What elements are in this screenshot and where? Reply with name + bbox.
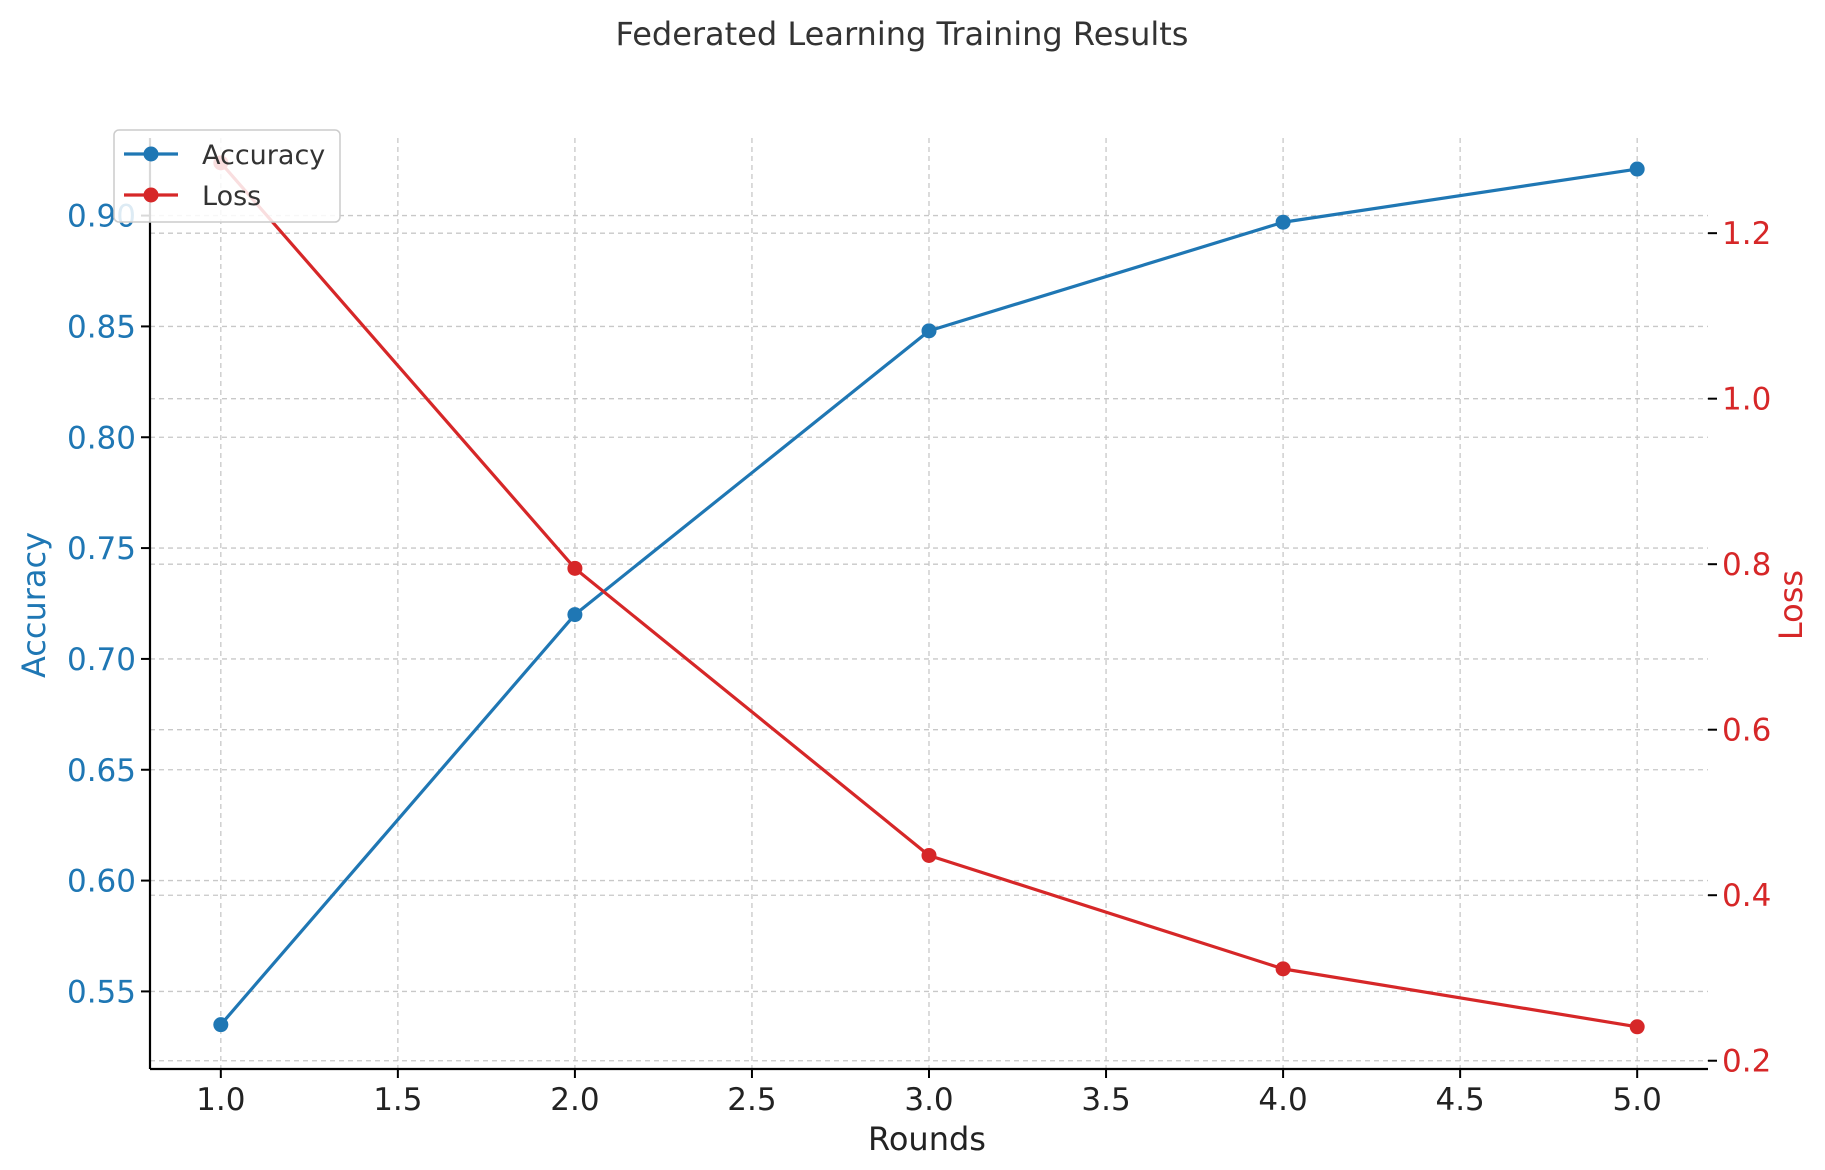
right-axis-label: Loss	[1772, 570, 1810, 640]
loss-data-point	[1629, 1019, 1645, 1035]
left-y-tick-label: 0.65	[67, 753, 136, 789]
right-y-tick-label: 0.8	[1722, 547, 1771, 583]
x-tick-label: 3.5	[1081, 1082, 1130, 1118]
legend-accuracy-marker	[143, 146, 159, 162]
x-tick-label: 4.5	[1435, 1082, 1484, 1118]
chart-title: Federated Learning Training Results	[616, 15, 1189, 53]
grid-layer	[150, 138, 1708, 1069]
legend: Accuracy Loss	[113, 129, 341, 223]
x-axis-label: Rounds	[868, 1120, 986, 1158]
x-tick-label: 1.0	[196, 1082, 245, 1118]
left-y-tick-label: 0.60	[67, 864, 136, 900]
accuracy-data-point	[567, 607, 583, 623]
x-tick-label: 2.0	[550, 1082, 599, 1118]
right-y-tick-label: 1.2	[1722, 216, 1771, 252]
legend-loss-label: Loss	[202, 181, 261, 212]
loss-data-point	[921, 847, 937, 863]
left-y-tick-label: 0.85	[67, 309, 136, 345]
left-y-tick-label: 0.70	[67, 642, 136, 678]
accuracy-data-point	[1629, 161, 1645, 177]
loss-data-point	[1275, 961, 1291, 977]
left-y-tick-label: 0.80	[67, 420, 136, 456]
right-y-tick-label: 0.4	[1722, 878, 1771, 914]
legend-accuracy-label: Accuracy	[202, 140, 325, 171]
x-tick-label: 1.5	[373, 1082, 422, 1118]
accuracy-data-point	[213, 1017, 229, 1033]
left-axis-label: Accuracy	[15, 532, 53, 678]
x-tick-label: 5.0	[1613, 1082, 1662, 1118]
loss-data-point	[567, 560, 583, 576]
x-tick-label: 3.0	[904, 1082, 953, 1118]
right-y-tick-label: 1.0	[1722, 382, 1771, 418]
x-tick-label: 4.0	[1258, 1082, 1307, 1118]
legend-loss-marker	[143, 187, 159, 203]
x-tick-label: 2.5	[727, 1082, 776, 1118]
left-y-tick-label: 0.75	[67, 531, 136, 567]
accuracy-data-point	[1275, 214, 1291, 230]
accuracy-data-point	[921, 323, 937, 339]
axes-layer: 1.0 1.5 2.0 2.5 3.0 3.5 4.0 4.5 5.0 0.55 0.60 0.65 0…	[67, 138, 1771, 1118]
right-y-tick-label: 0.2	[1722, 1044, 1771, 1080]
right-y-tick-label: 0.6	[1722, 713, 1771, 749]
left-y-tick-label: 0.55	[67, 974, 136, 1010]
series-layer	[213, 155, 1645, 1035]
